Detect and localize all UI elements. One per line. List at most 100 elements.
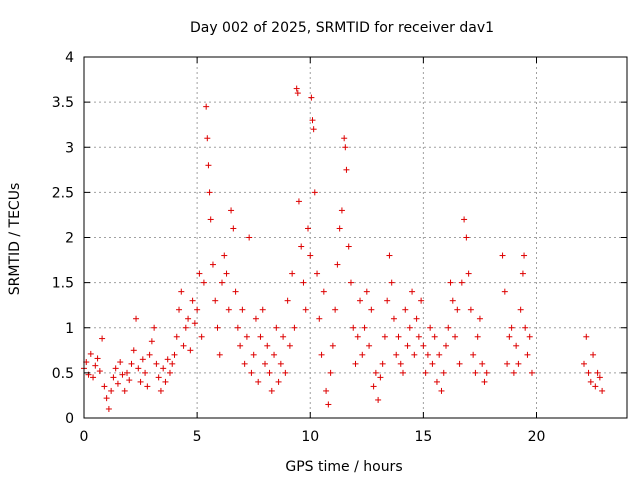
data-point bbox=[178, 288, 185, 295]
data-point bbox=[336, 225, 343, 232]
data-point bbox=[187, 347, 194, 354]
data-point bbox=[316, 315, 323, 322]
data-point bbox=[155, 374, 162, 381]
data-point bbox=[268, 387, 275, 394]
data-point bbox=[128, 360, 135, 367]
y-tick-label: 2 bbox=[65, 231, 74, 247]
data-point bbox=[146, 351, 153, 358]
data-point bbox=[515, 360, 522, 367]
y-tick-label: 2.5 bbox=[52, 185, 74, 201]
data-point bbox=[377, 374, 384, 381]
data-point bbox=[160, 365, 167, 372]
data-point bbox=[447, 279, 454, 286]
data-point bbox=[264, 342, 271, 349]
data-point bbox=[470, 351, 477, 358]
x-axis-title: GPS time / hours bbox=[285, 459, 402, 475]
x-tick-label: 0 bbox=[80, 429, 89, 445]
data-point bbox=[501, 288, 508, 295]
data-point bbox=[139, 356, 146, 363]
data-point bbox=[194, 306, 201, 313]
data-point bbox=[472, 369, 479, 376]
data-point bbox=[481, 378, 488, 385]
data-point bbox=[583, 333, 590, 340]
data-point bbox=[180, 342, 187, 349]
y-tick-label: 1.5 bbox=[52, 276, 74, 292]
data-point bbox=[94, 355, 101, 362]
data-point bbox=[409, 288, 416, 295]
data-point bbox=[148, 338, 155, 345]
data-point bbox=[307, 252, 314, 259]
data-point bbox=[284, 297, 291, 304]
data-point bbox=[130, 347, 137, 354]
data-point bbox=[474, 333, 481, 340]
data-point bbox=[108, 387, 115, 394]
data-point bbox=[528, 369, 535, 376]
data-point bbox=[164, 356, 171, 363]
data-point bbox=[277, 360, 284, 367]
data-point bbox=[105, 405, 112, 412]
data-point bbox=[259, 306, 266, 313]
data-point bbox=[171, 351, 178, 358]
data-point bbox=[400, 369, 407, 376]
data-point bbox=[368, 306, 375, 313]
data-point bbox=[454, 306, 461, 313]
data-point bbox=[293, 85, 300, 92]
y-axis-title: SRMTID / TECUs bbox=[7, 183, 23, 296]
data-point bbox=[318, 351, 325, 358]
data-point bbox=[594, 369, 601, 376]
data-point bbox=[504, 360, 511, 367]
data-point bbox=[370, 383, 377, 390]
data-point bbox=[153, 360, 160, 367]
data-point bbox=[338, 207, 345, 214]
data-point bbox=[286, 342, 293, 349]
data-point bbox=[294, 90, 301, 97]
data-point bbox=[422, 369, 429, 376]
data-point bbox=[458, 279, 465, 286]
data-point bbox=[406, 324, 413, 331]
data-point bbox=[212, 297, 219, 304]
data-point bbox=[386, 252, 393, 259]
data-point bbox=[135, 365, 142, 372]
data-point bbox=[257, 333, 264, 340]
data-point bbox=[209, 261, 216, 268]
data-point bbox=[433, 378, 440, 385]
data-point bbox=[506, 333, 513, 340]
data-point bbox=[456, 360, 463, 367]
data-point bbox=[121, 387, 128, 394]
data-point bbox=[92, 362, 99, 369]
data-point bbox=[440, 369, 447, 376]
data-point bbox=[182, 324, 189, 331]
data-point bbox=[275, 378, 282, 385]
data-point bbox=[262, 360, 268, 367]
data-point bbox=[310, 126, 317, 133]
data-point bbox=[144, 383, 151, 390]
data-point bbox=[352, 360, 359, 367]
data-point bbox=[162, 378, 169, 385]
data-point bbox=[298, 243, 305, 250]
data-point bbox=[329, 342, 336, 349]
data-point bbox=[137, 378, 144, 385]
data-point bbox=[345, 243, 352, 250]
data-point bbox=[375, 396, 382, 403]
data-point bbox=[596, 374, 603, 381]
data-point bbox=[342, 144, 349, 151]
data-point bbox=[119, 371, 126, 378]
data-point bbox=[219, 279, 226, 286]
data-point bbox=[110, 374, 117, 381]
data-point bbox=[587, 378, 594, 385]
data-point bbox=[205, 162, 212, 169]
data-point bbox=[142, 369, 149, 376]
data-point bbox=[327, 369, 334, 376]
data-point bbox=[90, 374, 97, 381]
data-point bbox=[114, 380, 121, 387]
data-point bbox=[461, 216, 468, 223]
data-point bbox=[189, 297, 196, 304]
data-point bbox=[271, 351, 278, 358]
data-point bbox=[282, 369, 289, 376]
data-point bbox=[381, 333, 388, 340]
data-point bbox=[280, 333, 287, 340]
data-point bbox=[237, 342, 244, 349]
data-point bbox=[452, 333, 459, 340]
data-point bbox=[99, 335, 106, 342]
data-point bbox=[379, 360, 386, 367]
